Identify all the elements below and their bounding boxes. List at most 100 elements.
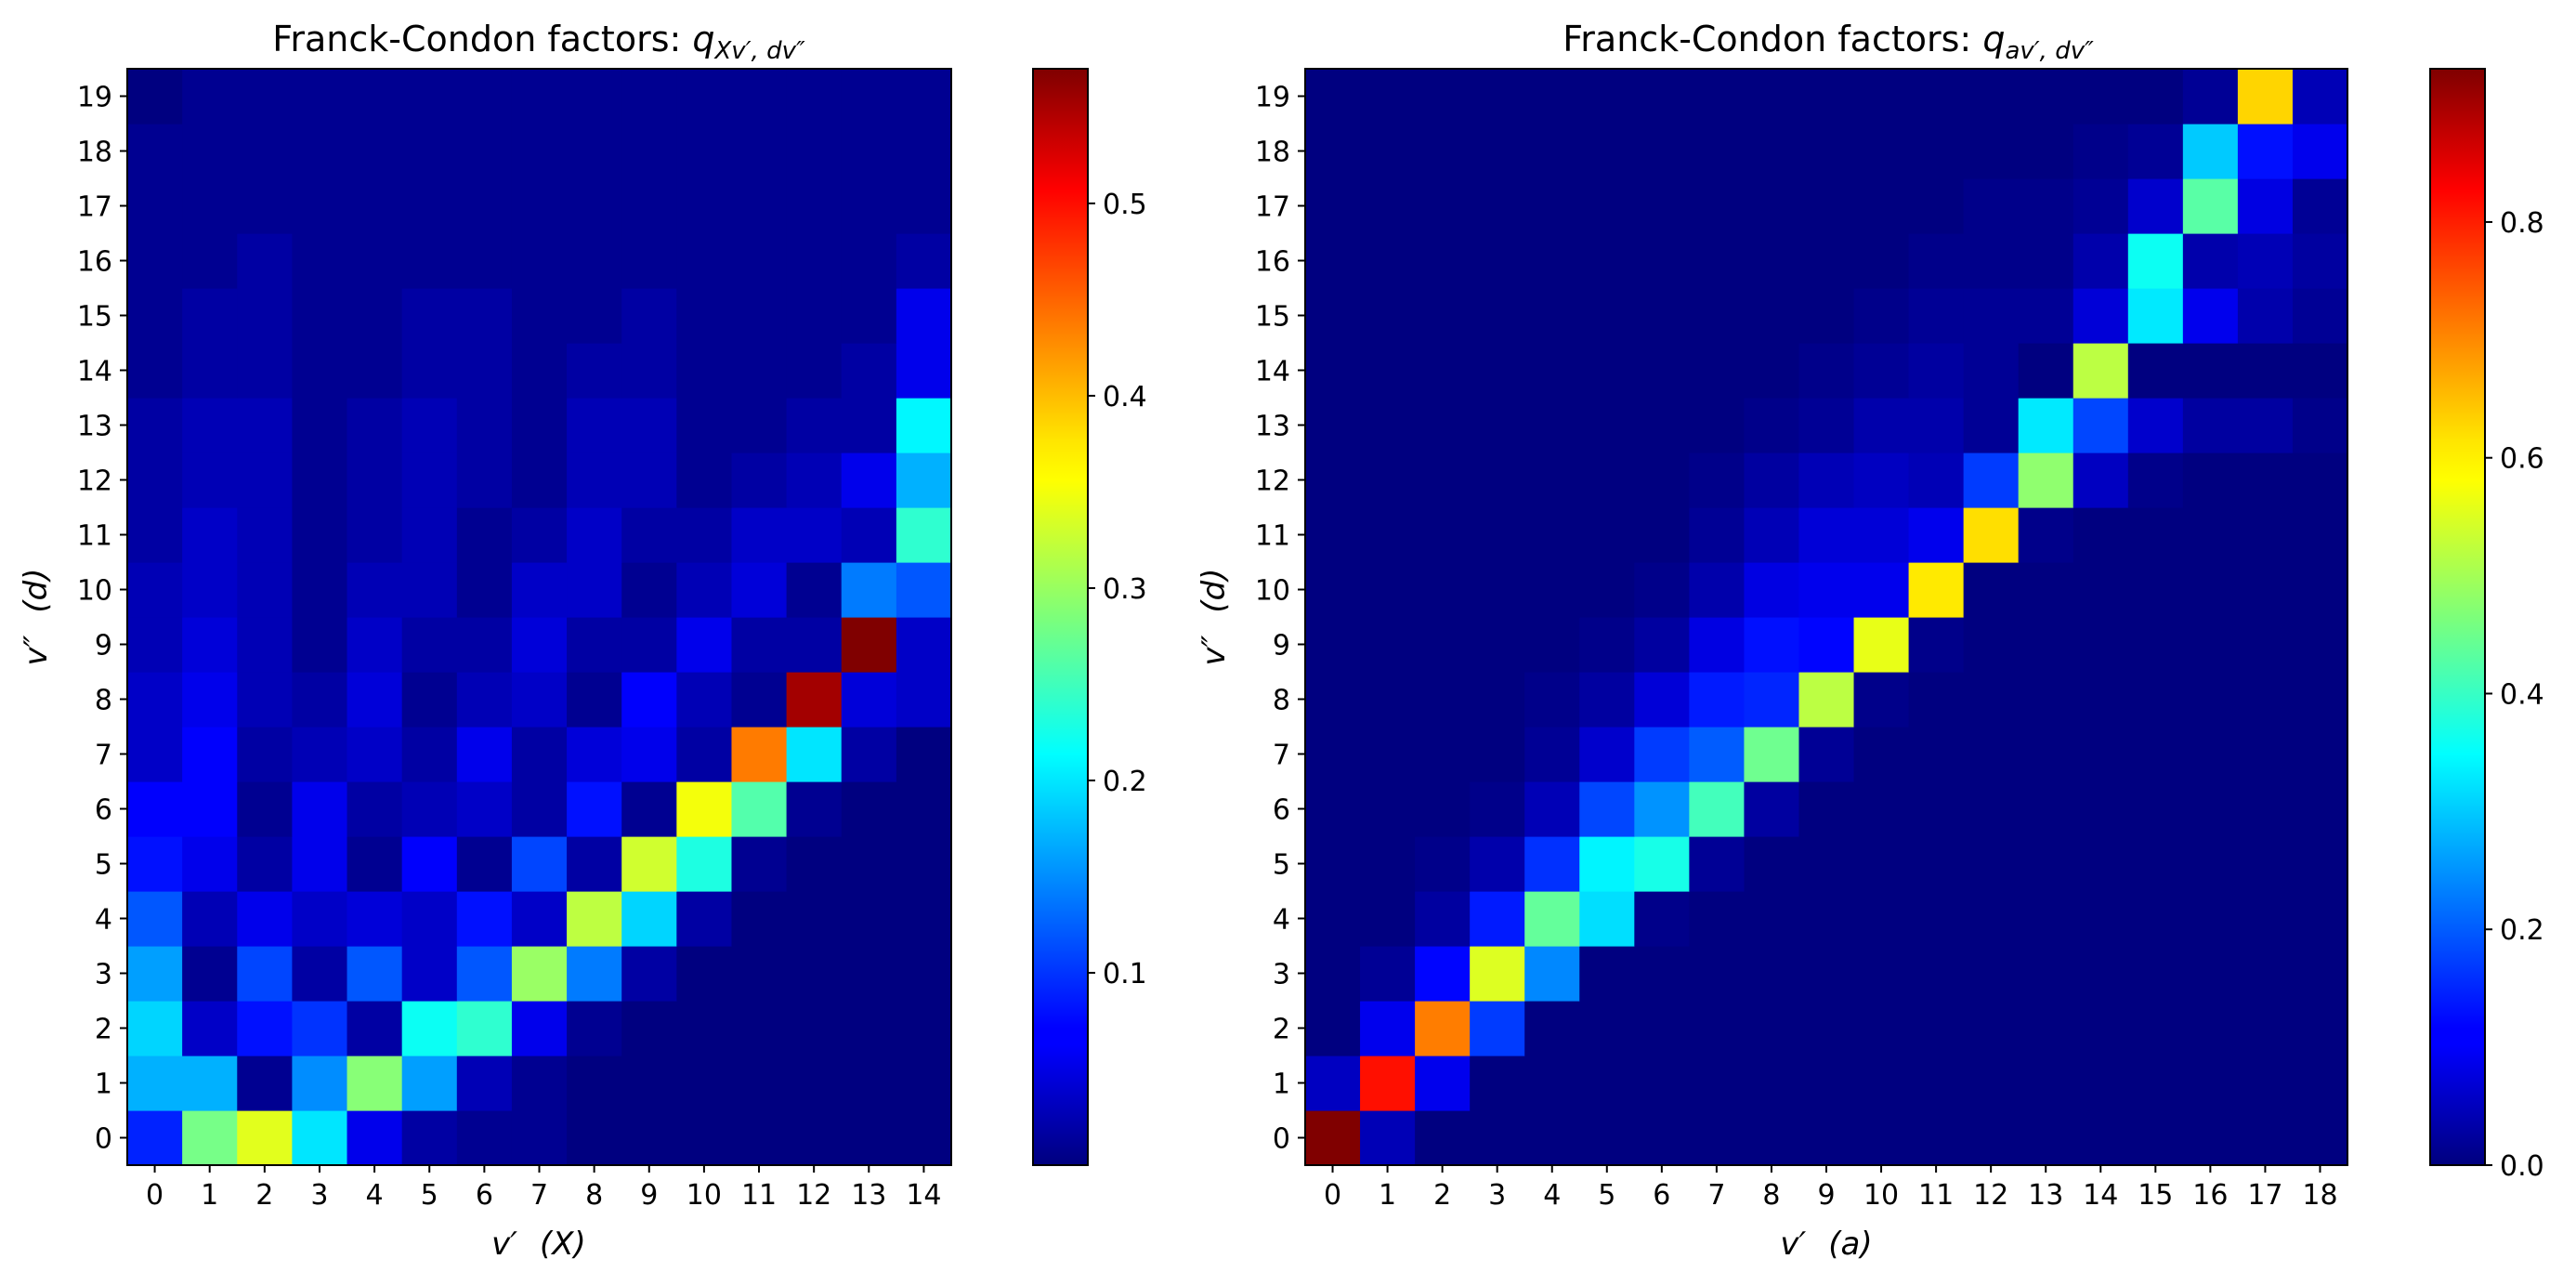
heatmap-cell <box>1744 452 1800 508</box>
heatmap-cell <box>1360 398 1416 453</box>
heatmap-cell <box>2237 781 2294 837</box>
y-tick-label: 17 <box>77 191 112 224</box>
heatmap-cell <box>1305 398 1361 453</box>
heatmap-cell <box>456 1110 513 1166</box>
heatmap-cell <box>347 343 403 399</box>
heatmap-cell <box>786 946 843 1002</box>
heatmap-cell <box>621 891 677 947</box>
heatmap-cell <box>621 617 677 673</box>
y-tick-label: 5 <box>1273 849 1290 882</box>
heatmap-cell <box>511 233 568 289</box>
heatmap-cell <box>1415 617 1471 673</box>
heatmap-cell <box>1963 178 2020 234</box>
y-tick-label: 11 <box>1255 520 1290 553</box>
heatmap-cell <box>1579 1001 1635 1056</box>
heatmap-cell <box>2292 836 2348 892</box>
heatmap-cell <box>1360 124 1416 179</box>
heatmap-cell <box>1853 1110 1910 1166</box>
heatmap-cell <box>1908 1110 1965 1166</box>
heatmap-cell <box>1798 562 1855 618</box>
heatmap-cell <box>1360 233 1416 289</box>
heatmap-cell <box>347 562 403 618</box>
right-colorbar: 0.0 0.2 0.4 0.6 0.8 <box>2429 68 2544 1183</box>
heatmap-cell <box>676 1110 733 1166</box>
heatmap-cell <box>1744 1056 1800 1111</box>
heatmap-cell <box>401 891 458 947</box>
heatmap-cell <box>1305 1001 1361 1056</box>
heatmap-cell <box>1963 124 2020 179</box>
heatmap-cell <box>567 178 622 234</box>
heatmap-cell <box>347 1056 403 1111</box>
heatmap-cell <box>1634 781 1690 837</box>
heatmap-cell <box>2292 398 2348 453</box>
heatmap-cell <box>2127 398 2184 453</box>
heatmap-cell <box>1360 617 1416 673</box>
heatmap-cell <box>456 452 513 508</box>
left-x-ticks: 0 1 2 3 4 5 6 7 8 9 10 11 12 13 14 <box>146 1165 942 1212</box>
heatmap-cell <box>2018 562 2074 618</box>
heatmap-cell <box>347 452 403 508</box>
y-tick-label: 5 <box>95 849 112 882</box>
heatmap-cell <box>401 233 458 289</box>
heatmap-cell <box>2127 178 2184 234</box>
heatmap-cell <box>676 124 733 179</box>
right-ylabel-state: (d) <box>1196 569 1233 613</box>
heatmap-cell <box>2182 178 2239 234</box>
heatmap-cell <box>1415 1110 1471 1166</box>
heatmap-cell <box>567 124 622 179</box>
heatmap-cell <box>511 562 568 618</box>
heatmap-cell <box>127 946 183 1002</box>
heatmap-cell <box>1744 946 1800 1002</box>
y-tick-label: 18 <box>1255 137 1290 169</box>
heatmap-cell <box>1470 946 1525 1002</box>
heatmap-cell <box>2237 836 2294 892</box>
heatmap-cell <box>1744 672 1800 728</box>
heatmap-cell <box>2073 1001 2129 1056</box>
heatmap-cell <box>676 288 733 344</box>
heatmap-cell <box>1579 178 1635 234</box>
heatmap-cell <box>2237 1110 2294 1166</box>
y-tick-label: 17 <box>1255 191 1290 224</box>
heatmap-cell <box>1415 69 1471 125</box>
heatmap-cell <box>2073 781 2129 837</box>
heatmap-cell <box>1634 507 1690 563</box>
heatmap-cell <box>1360 562 1416 618</box>
heatmap-cell <box>896 1110 952 1166</box>
heatmap-cell <box>2073 69 2129 125</box>
heatmap-cell <box>182 727 238 782</box>
heatmap-cell <box>731 233 788 289</box>
heatmap-cell <box>127 781 183 837</box>
heatmap-cell <box>1798 1110 1855 1166</box>
heatmap-cell <box>456 1056 513 1111</box>
y-tick-label: 6 <box>95 794 112 827</box>
x-tick-label: 1 <box>1379 1179 1396 1212</box>
heatmap-cell <box>182 398 238 453</box>
heatmap-cell <box>786 672 843 728</box>
heatmap-cell <box>676 1056 733 1111</box>
heatmap-cell <box>1689 1056 1746 1111</box>
heatmap-cell <box>731 836 788 892</box>
heatmap-cell <box>841 1001 897 1056</box>
heatmap-cell <box>896 124 952 179</box>
heatmap-cell <box>182 452 238 508</box>
heatmap-cell <box>1360 1110 1416 1166</box>
heatmap-cell <box>1963 398 2020 453</box>
heatmap-cell <box>401 781 458 837</box>
heatmap-cell <box>2127 343 2184 399</box>
right-title-subscript: av′, dv″ <box>2005 37 2094 65</box>
heatmap-cell <box>1744 507 1800 563</box>
heatmap-cell <box>676 781 733 837</box>
heatmap-cell <box>511 1056 568 1111</box>
heatmap-cell <box>786 288 843 344</box>
heatmap-cell <box>841 562 897 618</box>
left-title-subscript: Xv′, dv″ <box>713 37 806 65</box>
heatmap-cell <box>1853 507 1910 563</box>
heatmap-cell <box>511 288 568 344</box>
heatmap-cell <box>621 1110 677 1166</box>
heatmap-cell <box>1853 891 1910 947</box>
heatmap-cell <box>567 1056 622 1111</box>
heatmap-cell <box>401 69 458 125</box>
heatmap-cell <box>401 1001 458 1056</box>
x-tick-label: 9 <box>1817 1179 1835 1212</box>
heatmap-cell <box>182 891 238 947</box>
